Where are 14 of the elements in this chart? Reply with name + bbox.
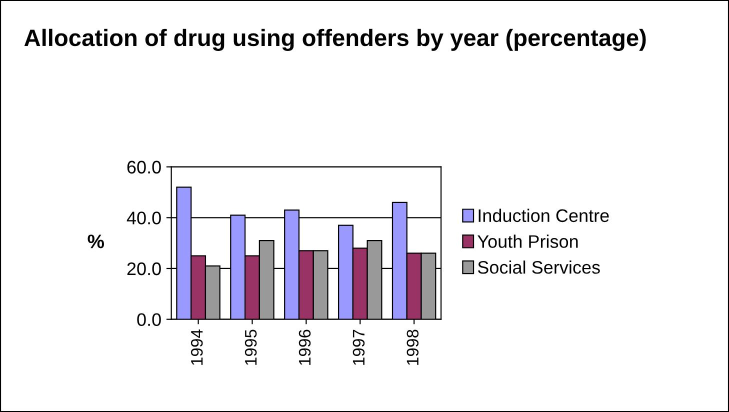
x-tick-label: 1997: [352, 330, 365, 365]
x-tick-label: 1995: [244, 330, 257, 365]
chart-title: Allocation of drug using offenders by year (percentage): [24, 28, 646, 51]
x-tick-label: 1996: [298, 330, 311, 365]
x-tick-label: 1998: [406, 330, 419, 365]
x-tick-label: 1994: [190, 330, 203, 365]
y-axis-title: %: [88, 234, 104, 248]
y-tick-label: 0.0: [137, 313, 161, 326]
y-tick-label: 40.0: [126, 212, 161, 224]
legend-label: Youth Prison: [478, 234, 578, 248]
legend-label: Social Services: [478, 260, 600, 274]
y-tick-label: 20.0: [127, 262, 161, 276]
y-tick-label: 60.0: [127, 160, 161, 174]
legend-label: Induction Centre: [478, 208, 609, 222]
